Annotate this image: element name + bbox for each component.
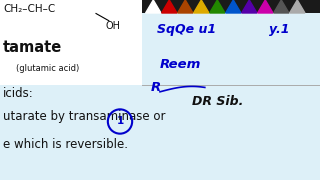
Text: R: R — [150, 81, 161, 94]
Polygon shape — [290, 0, 305, 13]
Polygon shape — [242, 0, 257, 13]
Polygon shape — [274, 0, 289, 13]
Text: DR Sib.: DR Sib. — [192, 95, 244, 108]
Text: e which is reversible.: e which is reversible. — [3, 138, 128, 151]
Polygon shape — [162, 0, 177, 13]
Polygon shape — [178, 0, 193, 13]
Polygon shape — [210, 0, 225, 13]
Polygon shape — [258, 0, 273, 13]
FancyBboxPatch shape — [142, 13, 320, 180]
Text: Reem: Reem — [160, 58, 201, 71]
Text: SqQe u1: SqQe u1 — [157, 23, 216, 36]
Polygon shape — [194, 0, 209, 13]
Text: y.1: y.1 — [269, 23, 289, 36]
Text: icids:: icids: — [3, 87, 34, 100]
Text: OH: OH — [106, 21, 121, 31]
Polygon shape — [146, 0, 161, 13]
Text: tamate: tamate — [3, 40, 62, 55]
Text: (glutamic acid): (glutamic acid) — [16, 64, 79, 73]
Text: utarate by transaminase or: utarate by transaminase or — [3, 110, 166, 123]
Polygon shape — [226, 0, 241, 13]
FancyBboxPatch shape — [0, 85, 320, 180]
FancyBboxPatch shape — [0, 0, 142, 180]
FancyBboxPatch shape — [142, 0, 320, 13]
Text: CH₂–CH–C: CH₂–CH–C — [3, 4, 55, 15]
Text: 1: 1 — [116, 116, 124, 127]
